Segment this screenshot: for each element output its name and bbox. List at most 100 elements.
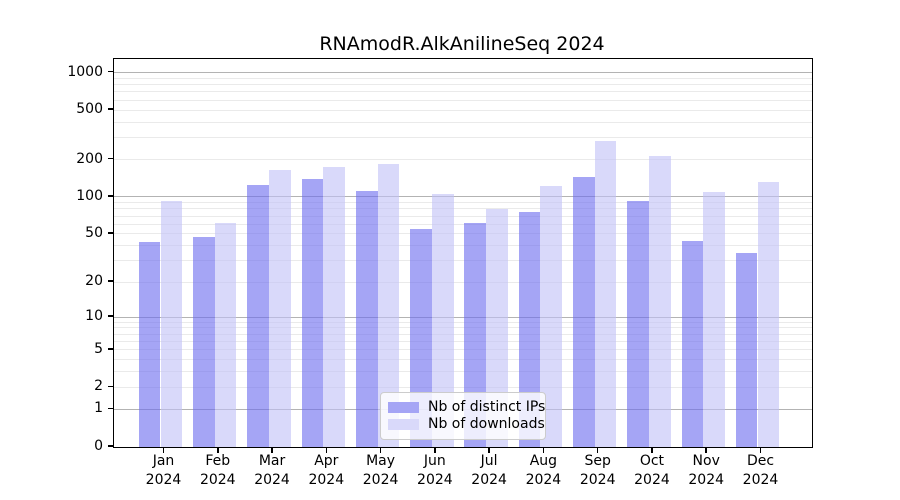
y-tick-label: 0 bbox=[94, 438, 103, 454]
y-tick-label: 100 bbox=[76, 187, 103, 204]
bar-downloads-feb bbox=[214, 223, 237, 447]
y-tick-mark bbox=[108, 157, 113, 160]
gridline-minor bbox=[114, 327, 812, 329]
y-tick-label: 5 bbox=[94, 340, 103, 357]
x-tick-mark bbox=[651, 447, 653, 453]
y-tick-label: 20 bbox=[85, 273, 103, 290]
gridline-minor bbox=[114, 371, 812, 373]
x-tick-mark bbox=[705, 447, 707, 453]
legend-label-downloads: Nb of downloads bbox=[428, 416, 545, 432]
x-tick-mark bbox=[217, 447, 219, 453]
gridline-minor bbox=[114, 202, 812, 204]
x-tick-mark bbox=[379, 447, 382, 453]
x-tick-label-dec: Dec 2024 bbox=[742, 453, 779, 488]
chart-title: RNAmodR.AlkAnilineSeq 2024 bbox=[319, 33, 605, 55]
bar-distinct-ips-nov bbox=[681, 240, 704, 447]
bar-distinct-ips-aug bbox=[518, 211, 541, 447]
bar-downloads-jan bbox=[160, 200, 183, 447]
y-tick-mark bbox=[108, 232, 113, 234]
x-tick-label-oct: Oct 2024 bbox=[634, 453, 670, 488]
gridline-minor bbox=[114, 233, 812, 235]
bar-distinct-ips-dec bbox=[735, 252, 758, 447]
gridline-minor bbox=[114, 245, 812, 247]
bar-downloads-aug bbox=[540, 185, 563, 447]
gridline-major bbox=[114, 196, 812, 198]
y-tick-label: 10 bbox=[85, 308, 103, 325]
y-tick-mark bbox=[108, 348, 113, 350]
gridline-minor bbox=[114, 159, 812, 161]
y-tick-mark bbox=[108, 315, 113, 317]
y-tick-label: 1 bbox=[94, 400, 103, 417]
gridline-minor bbox=[114, 341, 812, 343]
x-tick-mark bbox=[759, 447, 762, 453]
bar-distinct-ips-sep bbox=[572, 176, 595, 447]
x-tick-label-jun: Jun 2024 bbox=[417, 453, 453, 488]
legend-label-distinct-ips: Nb of distinct IPs bbox=[428, 399, 546, 415]
gridline-major bbox=[114, 316, 812, 318]
legend-entry-distinct-ips: Nb of distinct IPs bbox=[388, 399, 545, 415]
gridline-minor bbox=[114, 349, 812, 351]
x-tick-label-jan: Jan 2024 bbox=[145, 453, 182, 488]
x-tick-label-jul: Jul 2024 bbox=[471, 453, 507, 488]
gridline-minor bbox=[114, 333, 812, 335]
y-tick-label: 200 bbox=[76, 150, 103, 167]
bar-downloads-dec bbox=[757, 181, 780, 447]
bar-downloads-may bbox=[377, 164, 400, 447]
x-tick-label-mar: Mar 2024 bbox=[254, 453, 290, 488]
x-tick-label-sep: Sep 2024 bbox=[579, 453, 616, 488]
legend-swatch-distinct-ips bbox=[388, 401, 419, 413]
x-tick-mark bbox=[434, 447, 436, 453]
bar-downloads-oct bbox=[648, 155, 671, 447]
x-tick-mark bbox=[271, 447, 273, 453]
legend-swatch-downloads bbox=[388, 418, 419, 430]
bar-distinct-ips-feb bbox=[193, 237, 215, 447]
legend: Nb of distinct IPs Nb of downloads bbox=[380, 392, 546, 440]
y-tick-mark bbox=[108, 385, 113, 388]
gridline-minor bbox=[114, 386, 812, 388]
x-tick-label-feb: Feb 2024 bbox=[199, 453, 236, 488]
gridline-minor bbox=[114, 321, 812, 323]
y-tick-label: 50 bbox=[85, 224, 103, 241]
y-tick-mark bbox=[108, 407, 113, 410]
gridline-minor bbox=[114, 109, 812, 111]
y-tick-label: 500 bbox=[76, 101, 103, 118]
gridline-minor bbox=[114, 223, 812, 225]
y-tick-label: 2 bbox=[94, 378, 103, 395]
y-tick-label: 1000 bbox=[67, 63, 103, 80]
y-tick-mark bbox=[108, 108, 113, 110]
gridline-minor bbox=[114, 215, 812, 217]
bar-downloads-jul bbox=[486, 208, 508, 447]
bar-downloads-nov bbox=[703, 191, 725, 447]
y-tick-mark bbox=[108, 70, 113, 73]
bar-distinct-ips-may bbox=[355, 191, 378, 447]
gridline-minor bbox=[114, 77, 812, 79]
legend-entry-downloads: Nb of downloads bbox=[388, 416, 545, 432]
bar-downloads-sep bbox=[594, 141, 617, 447]
gridline-minor bbox=[114, 84, 812, 86]
x-tick-mark bbox=[325, 447, 328, 453]
bar-distinct-ips-jul bbox=[464, 222, 487, 447]
gridline-minor bbox=[114, 137, 812, 139]
y-tick-mark bbox=[108, 195, 113, 197]
gridline-minor bbox=[114, 359, 812, 361]
gridline-major bbox=[114, 72, 812, 74]
gridline-minor bbox=[114, 260, 812, 262]
bar-distinct-ips-jan bbox=[138, 241, 161, 447]
bar-distinct-ips-apr bbox=[301, 179, 324, 447]
gridline-minor bbox=[114, 121, 812, 123]
bar-distinct-ips-oct bbox=[627, 200, 649, 447]
gridline-minor bbox=[114, 99, 812, 101]
gridline-minor bbox=[114, 281, 812, 283]
x-tick-mark bbox=[542, 447, 545, 453]
gridline-minor bbox=[114, 91, 812, 93]
bar-downloads-apr bbox=[323, 167, 345, 447]
y-tick-mark bbox=[108, 280, 113, 282]
x-tick-mark bbox=[596, 447, 599, 453]
plot-area bbox=[113, 58, 813, 448]
x-tick-label-aug: Aug 2024 bbox=[525, 453, 562, 488]
x-tick-label-nov: Nov 2024 bbox=[688, 453, 725, 488]
bar-downloads-mar bbox=[269, 169, 291, 447]
x-tick-label-apr: Apr 2024 bbox=[308, 453, 345, 488]
bar-downloads-jun bbox=[431, 193, 454, 447]
